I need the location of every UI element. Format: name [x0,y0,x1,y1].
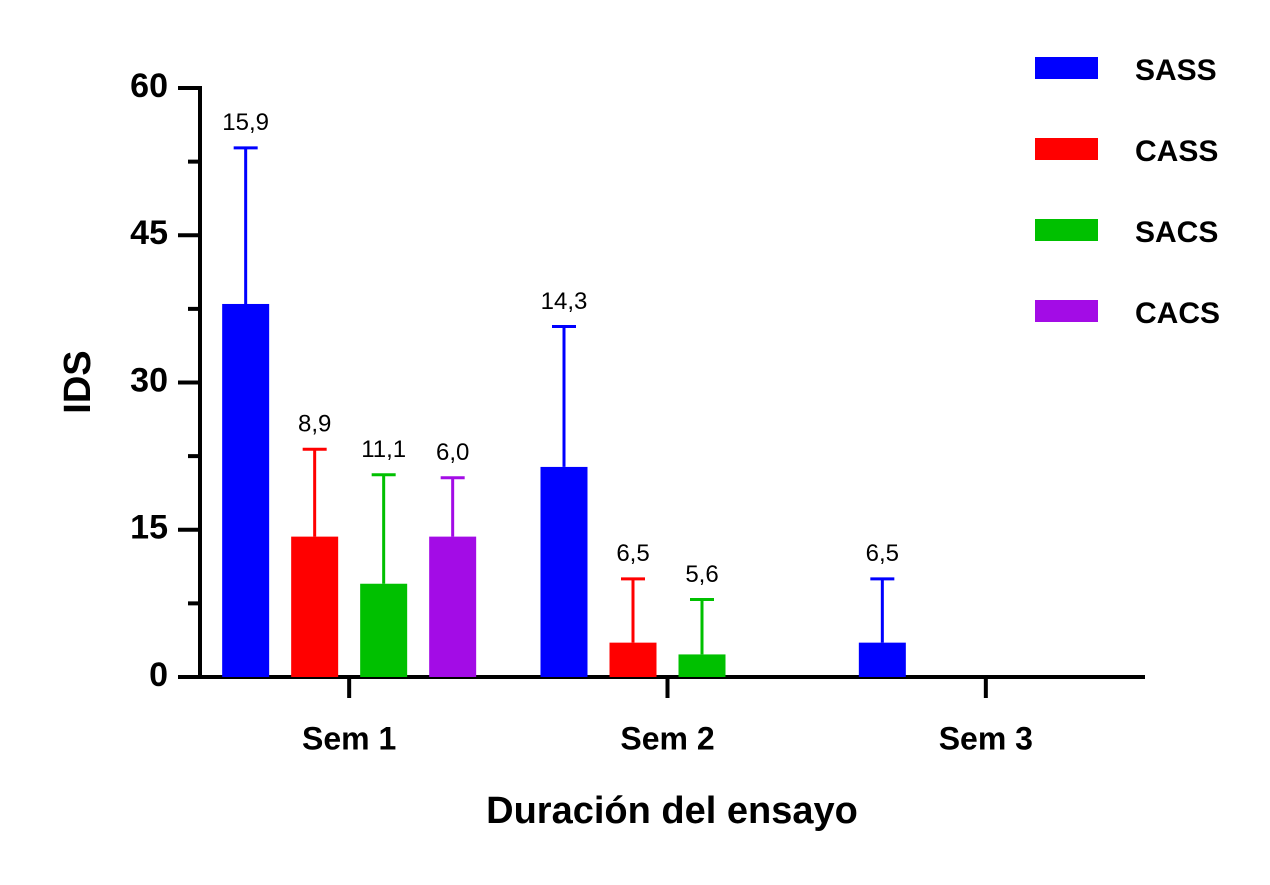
error-label: 14,3 [541,288,588,315]
error-bar [440,476,465,537]
y-tick-label: 60 [130,67,168,105]
error-bar [621,577,645,643]
y-axis-label: IDS [57,350,99,413]
legend-swatch [1035,57,1098,79]
error-label: 6,0 [436,439,469,466]
error-bar [552,325,576,467]
error-label: 11,1 [361,436,406,463]
y-tick-label: 15 [130,509,168,547]
bar [291,536,339,677]
error-label: 6,5 [616,540,649,567]
bar [678,654,726,677]
bar [360,583,408,677]
x-tick-label: Sem 2 [620,720,714,756]
x-tick-label: Sem 3 [939,720,1033,756]
x-axis-label: Duración del ensayo [486,790,858,832]
legend-label: CASS [1135,135,1218,168]
x-tick-label: Sem 1 [302,720,396,756]
bar [429,536,477,677]
bar [540,466,588,677]
error-bar [233,146,258,304]
y-tick-label: 45 [130,214,168,252]
legend-label: SASS [1135,54,1217,87]
y-tick-label: 30 [130,361,168,399]
legend-label: SACS [1135,216,1218,249]
bar [609,642,657,677]
legend-swatch [1035,219,1098,241]
error-label: 8,9 [298,411,331,438]
bar [858,642,906,677]
legend-swatch [1035,138,1098,160]
y-tick-label: 0 [149,656,168,694]
error-bar [302,447,327,537]
error-label: 6,5 [866,540,899,567]
legend-label: CACS [1135,297,1220,330]
bar [222,303,270,677]
error-bar [371,473,396,584]
legend-swatch [1035,300,1098,322]
error-label: 5,6 [685,561,718,588]
error-bar [690,597,714,655]
error-label: 15,9 [222,109,269,136]
error-bar [870,577,895,643]
